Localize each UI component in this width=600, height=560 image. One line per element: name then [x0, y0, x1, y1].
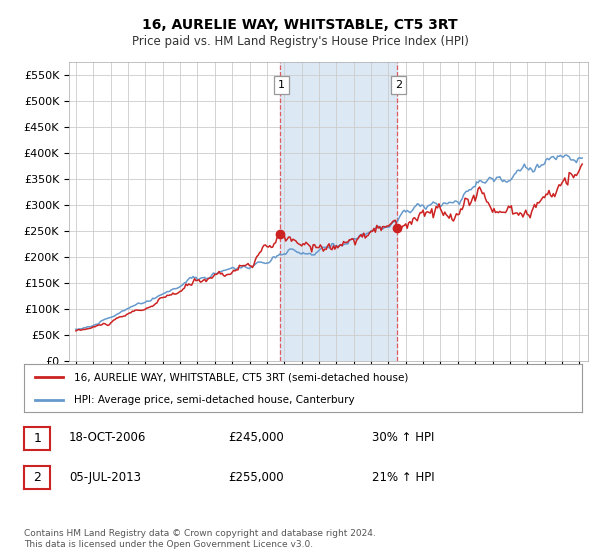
Text: 30% ↑ HPI: 30% ↑ HPI: [372, 431, 434, 445]
Text: Price paid vs. HM Land Registry's House Price Index (HPI): Price paid vs. HM Land Registry's House …: [131, 35, 469, 49]
Text: Contains HM Land Registry data © Crown copyright and database right 2024.
This d: Contains HM Land Registry data © Crown c…: [24, 529, 376, 549]
Text: 1: 1: [33, 432, 41, 445]
Text: 16, AURELIE WAY, WHITSTABLE, CT5 3RT (semi-detached house): 16, AURELIE WAY, WHITSTABLE, CT5 3RT (se…: [74, 372, 409, 382]
Text: 2: 2: [33, 471, 41, 484]
Bar: [280, 62, 397, 361]
Text: 16, AURELIE WAY, WHITSTABLE, CT5 3RT: 16, AURELIE WAY, WHITSTABLE, CT5 3RT: [142, 18, 458, 32]
Text: 18-OCT-2006: 18-OCT-2006: [69, 431, 146, 445]
Text: 05-JUL-2013: 05-JUL-2013: [69, 470, 141, 484]
Text: 2: 2: [395, 80, 403, 90]
Text: 1: 1: [278, 80, 285, 90]
Text: £245,000: £245,000: [228, 431, 284, 445]
Text: £255,000: £255,000: [228, 470, 284, 484]
Text: HPI: Average price, semi-detached house, Canterbury: HPI: Average price, semi-detached house,…: [74, 395, 355, 405]
Text: 21% ↑ HPI: 21% ↑ HPI: [372, 470, 434, 484]
